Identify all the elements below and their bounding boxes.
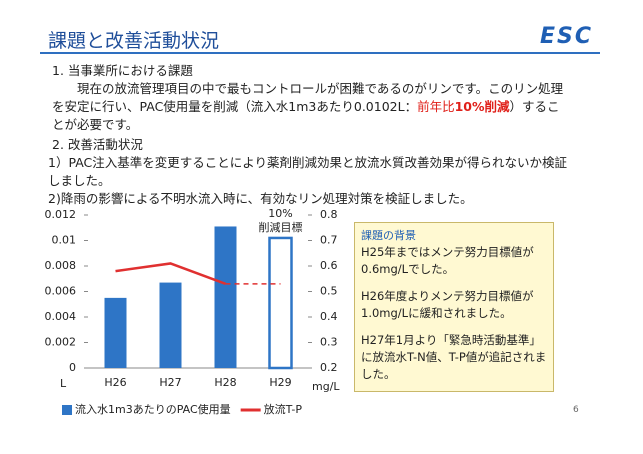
title-rule [40, 52, 600, 54]
y-tick-label: 0 [69, 361, 76, 374]
line [115, 262, 226, 286]
section-list: 1）PAC注入基準を変更することにより薬剤削減効果と放流水質改善効果が得られない… [48, 154, 568, 208]
bar [214, 226, 237, 368]
note-text: H25年まではメンテ努力目標値が0.6mg/Lでした。 [361, 245, 534, 276]
y2-tick-label: 0.7 [320, 234, 338, 247]
note-title: 課題の背景 [361, 229, 416, 242]
x-tick-label: H27 [159, 376, 181, 389]
highlight: 前年比 [417, 99, 455, 114]
y2-tick-label: 0.4 [320, 310, 338, 323]
annotation: 削減目標 [259, 220, 303, 234]
note-text: H26年度よりメンテ努力目標値が1.0mg/Lに緩和されました。 [361, 289, 534, 320]
y2-axis-label: mg/L [312, 380, 340, 393]
slide-title: 課題と改善活動状況 [48, 30, 220, 52]
text: ）することが必要です。 [52, 99, 560, 132]
section-heading: 2. 改善活動状況 [52, 137, 143, 152]
annotation: 10% [268, 207, 292, 220]
section-text: 現在の放流管理項目の中で最もコントロールが困難であるのがリンです。このリン処理を… [52, 80, 572, 134]
y-tick-label: 0.012 [45, 208, 77, 221]
y2-tick-label: 0.2 [320, 361, 338, 374]
y2-tick-label: 0.5 [320, 285, 338, 298]
text: 現在の放流管理項目の中で最もコントロールが困難であるのがリンです。このリン処理を… [52, 81, 564, 114]
x-tick-label: H28 [214, 376, 236, 389]
y-tick-label: 0.004 [45, 310, 77, 323]
y2-tick-label: 0.3 [320, 336, 338, 349]
note-text: H27年1月より「緊急時活動基準」に放流水T-N値、T-P値が追記されました。 [361, 333, 547, 381]
bar [159, 282, 182, 368]
y-tick-label: 0.01 [52, 234, 77, 247]
legend-label: 流入水1m3あたりのPAC使用量 [75, 402, 231, 416]
section-heading: 1. 当事業所における課題 [52, 63, 193, 78]
page-number: 6 [573, 405, 579, 415]
y-tick-label: 0.006 [45, 285, 77, 298]
legend-label: 放流T-P [264, 402, 303, 416]
y-tick-label: 0.008 [45, 259, 77, 272]
logo: ESC [540, 24, 594, 49]
y2-tick-label: 0.8 [320, 208, 338, 221]
highlight: 10%削減 [454, 99, 510, 114]
y-axis-label: L [60, 377, 67, 390]
legend-swatch [62, 405, 72, 415]
y2-tick-label: 0.6 [320, 259, 338, 272]
list-item: 2)降雨の影響による不明水流入時に、有効なリン処理対策を検証しました。 [48, 191, 473, 206]
bar [268, 236, 293, 370]
x-tick-label: H26 [104, 376, 126, 389]
y-tick-label: 0.002 [45, 336, 77, 349]
bar [104, 297, 127, 368]
note-box: 課題の背景 H25年まではメンテ努力目標値が0.6mg/Lでした。 H26年度よりメ… [354, 222, 554, 392]
list-item: 1）PAC注入基準を変更することにより薬剤削減効果と放流水質改善効果が得られない… [48, 155, 568, 188]
x-tick-label: H29 [269, 376, 291, 389]
